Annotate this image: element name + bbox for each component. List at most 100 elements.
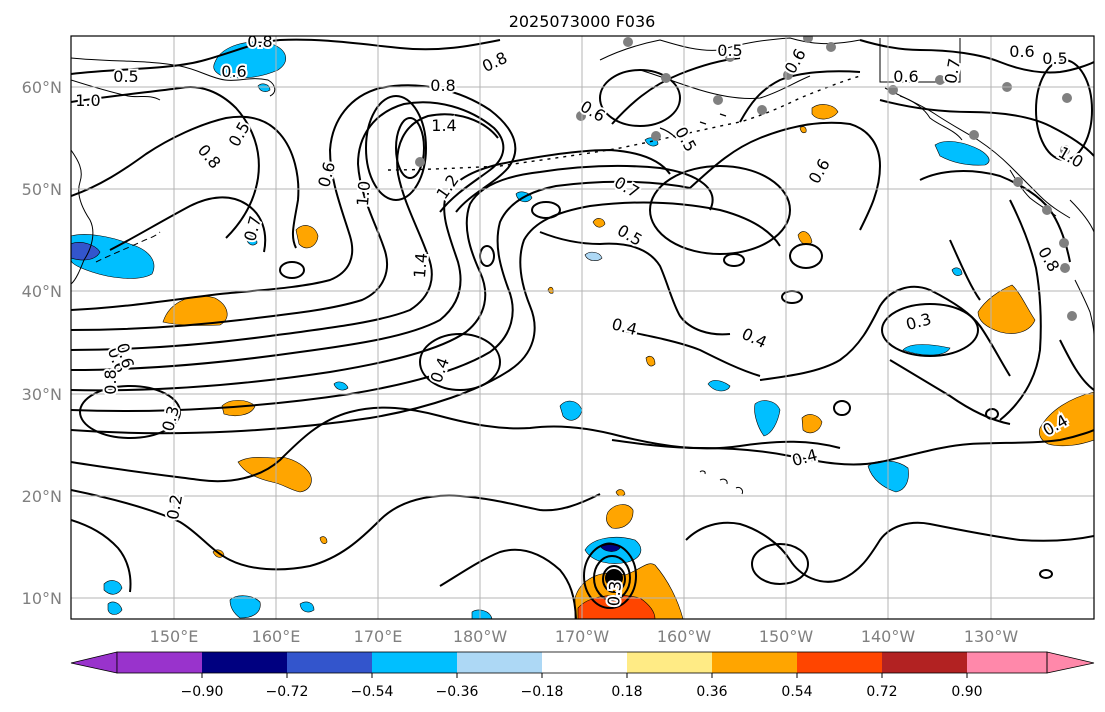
contour-line	[109, 196, 267, 253]
blue-shade	[333, 381, 349, 391]
station-dot	[1059, 238, 1069, 248]
lon-tick-label: 160°E	[252, 627, 301, 646]
contour-line	[71, 148, 671, 371]
contour-label: 0.2	[163, 493, 186, 521]
contour-label: 1.0	[353, 180, 374, 207]
contour-loop	[419, 333, 501, 391]
contour-loop	[1035, 59, 1093, 161]
colorbar-segment	[542, 652, 627, 673]
orange-shade	[1038, 391, 1094, 447]
colorbar-segment	[457, 652, 542, 673]
lat-tick-label: 40°N	[22, 282, 62, 301]
contour-line	[759, 285, 1011, 381]
lon-tick-label: 180°W	[453, 627, 508, 646]
orange-shade	[797, 231, 813, 245]
orange-shade	[645, 355, 656, 367]
coastline	[879, 38, 961, 83]
blue-shade	[902, 344, 951, 356]
lat-tick-label: 50°N	[22, 180, 62, 199]
contour-label: 0.6	[221, 62, 246, 81]
colorbar-segment	[712, 652, 797, 673]
station-dot	[661, 73, 671, 83]
lat-tick-label: 10°N	[22, 589, 62, 608]
contour-line	[71, 38, 501, 75]
contour-line	[919, 170, 1071, 263]
coastline	[95, 231, 161, 263]
orange-shade	[615, 489, 626, 497]
contour-label: 0.6	[893, 67, 918, 86]
station-dot	[1060, 145, 1070, 155]
map-title: 2025073000 F036	[509, 12, 656, 31]
plot-frame	[70, 35, 1095, 620]
orange-shade	[606, 504, 634, 529]
station-dot	[969, 130, 979, 140]
coastline	[71, 149, 94, 285]
blue-shade	[471, 609, 493, 619]
contour-line	[949, 239, 981, 301]
coastline	[71, 57, 276, 97]
lat-tick-label: 60°N	[22, 78, 62, 97]
contour-loop	[985, 408, 999, 420]
contour-line	[739, 70, 861, 123]
lon-tick-label: 160°W	[657, 627, 712, 646]
lon-tick-label: 150°E	[150, 627, 199, 646]
blue-shade	[951, 267, 963, 276]
contour-line	[999, 199, 1042, 421]
contour-loop	[602, 565, 626, 593]
contour-label: 0.8	[101, 369, 120, 394]
contour-line	[611, 57, 741, 125]
colorbar-tick-label: 0.72	[866, 684, 897, 700]
contour-loop	[593, 555, 631, 601]
contour-loop	[1039, 569, 1053, 579]
blue-shade	[107, 601, 123, 615]
contour-line	[71, 115, 300, 249]
blue-shade	[934, 141, 990, 166]
lon-tick-label: 170°W	[555, 627, 610, 646]
colorbar-segment	[117, 652, 202, 673]
latitude-axis: 10°N 20°N 30°N 40°N 50°N 60°N	[22, 78, 62, 608]
blue-shade	[71, 242, 101, 261]
contour-line	[71, 519, 132, 593]
blue-shade	[257, 83, 271, 92]
contour-line	[439, 548, 577, 619]
contour-line	[539, 231, 731, 336]
contour-label: 0.5	[717, 41, 742, 60]
station-dot	[1042, 205, 1052, 215]
colorbar-tick-label: 0.36	[696, 684, 727, 700]
contour-line	[71, 86, 260, 239]
colorbar-segment	[882, 652, 967, 673]
lat-tick-label: 20°N	[22, 487, 62, 506]
contour-line	[859, 39, 1094, 74]
contour-loop	[531, 201, 561, 219]
lon-tick-label: 150°W	[759, 627, 814, 646]
contour-loop	[365, 95, 427, 201]
contour-loop	[881, 303, 979, 357]
station-dot	[803, 36, 813, 43]
contour-loop	[833, 400, 851, 416]
orange-shade	[547, 286, 554, 294]
coastline	[659, 113, 727, 139]
coastline	[884, 87, 1071, 219]
contour-line	[71, 101, 505, 331]
lat-tick-label: 30°N	[22, 385, 62, 404]
station-dot	[623, 37, 633, 47]
coastline	[387, 75, 861, 171]
longitude-axis: 150°E 160°E 170°E 180°W 170°W 160°W 150°…	[150, 627, 1019, 646]
contour-loop	[395, 117, 425, 179]
colorbar-segment	[372, 652, 457, 673]
contour-label: 0.8	[430, 76, 455, 95]
orange-shade	[592, 218, 606, 228]
contour-loop	[79, 385, 181, 439]
station-dot	[1062, 93, 1072, 103]
station-dot	[757, 105, 767, 115]
colorbar-labels: −0.90 −0.72 −0.54 −0.36 −0.18 0.18 0.36 …	[181, 684, 983, 700]
lon-tick-label: 140°W	[861, 627, 916, 646]
station-dot	[826, 42, 836, 52]
station-dot	[713, 95, 723, 105]
contour-label: 0.8	[247, 32, 272, 51]
station-dot	[415, 157, 425, 167]
coastline	[1069, 199, 1094, 233]
station-dot	[1060, 263, 1070, 273]
contour-line	[71, 489, 601, 571]
